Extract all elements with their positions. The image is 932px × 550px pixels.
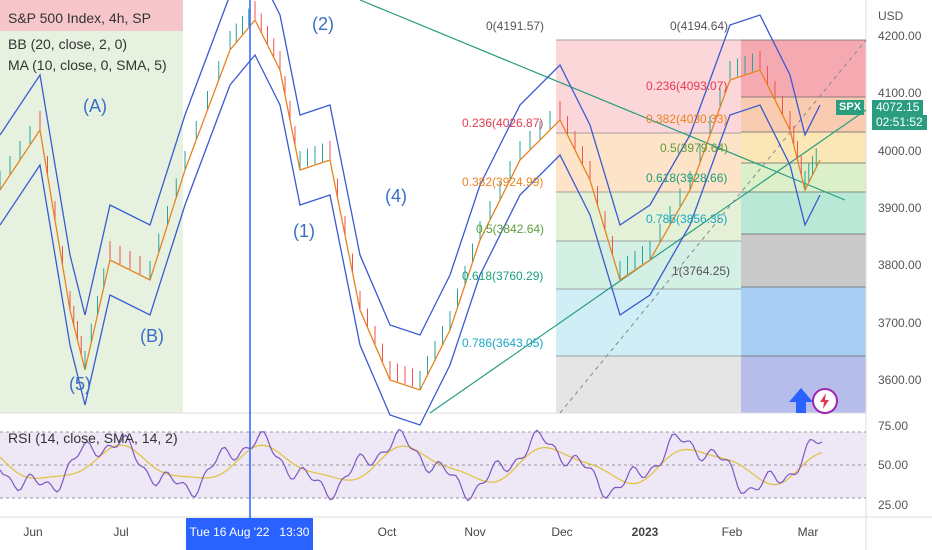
wave-label-b: (B) — [140, 326, 164, 346]
fib-right-level: 0(4194.64) — [670, 19, 729, 33]
rsi-indicator-label[interactable]: RSI (14, close, SMA, 14, 2) — [8, 430, 178, 446]
fib-left-level: 0.786(3643.05) — [462, 336, 544, 350]
fib-band — [741, 234, 866, 287]
fib-band — [556, 241, 741, 289]
rsi-tick: 75.00 — [878, 419, 909, 433]
zone-red — [0, 0, 183, 31]
wave-label-a: (A) — [83, 96, 107, 116]
fib-right-level: 0.5(3979.64) — [660, 141, 729, 155]
fib-band — [741, 40, 866, 97]
bb-lower — [0, 53, 821, 426]
time-label: Jun — [23, 525, 43, 539]
ma-line — [0, 18, 821, 391]
fib-left-level: 0.618(3760.29) — [462, 269, 544, 283]
fib-right-level: 0.786(3856.35) — [646, 212, 728, 226]
price-tick: 4200.00 — [878, 29, 922, 43]
fib-right-level: 0.236(4093.07) — [646, 79, 728, 93]
price-tick: 3600.00 — [878, 373, 922, 387]
fib-right-level: 1(3764.25) — [672, 264, 731, 278]
fib-right-level: 0.382(4030.33) — [646, 112, 728, 126]
time-label: Dec — [551, 525, 573, 539]
symbol-badge: SPX — [836, 100, 865, 115]
fib-band — [741, 192, 866, 234]
fib-band — [556, 133, 741, 192]
price-axis-unit: USD — [878, 9, 904, 23]
price-tick: 3700.00 — [878, 316, 922, 330]
symbol-title[interactable]: S&P 500 Index, 4h, SP — [8, 10, 151, 26]
trendline — [559, 39, 867, 414]
fib-right-level: 0.618(3928.66) — [646, 171, 728, 185]
arrow-up-icon[interactable] — [788, 386, 814, 414]
fib-left-level: 0.382(3924.99) — [462, 175, 544, 189]
fib-band — [556, 192, 741, 241]
trendline — [359, 0, 846, 201]
price-tick: 4000.00 — [878, 144, 922, 158]
wave-label-5: (5) — [69, 374, 91, 394]
rsi-line — [0, 428, 823, 502]
wave-label-1: (1) — [293, 221, 315, 241]
time-label: Nov — [464, 525, 486, 539]
price-tick: 3900.00 — [878, 201, 922, 215]
fib-band — [556, 356, 741, 413]
bb-indicator-label[interactable]: BB (20, close, 2, 0) — [8, 36, 128, 52]
wave-label-4: (4) — [385, 186, 407, 206]
last-price-badge: 4072.15 — [872, 100, 924, 115]
rsi-tick: 50.00 — [878, 458, 909, 472]
fib-band — [741, 163, 866, 192]
lightning-icon[interactable] — [812, 388, 838, 414]
time-label: Oct — [377, 525, 397, 539]
time-label: Mar — [797, 525, 819, 539]
ma-indicator-label[interactable]: MA (10, close, 0, SMA, 5) — [8, 57, 167, 73]
fib-left-level: 0.236(4026.87) — [462, 116, 544, 130]
fib-band — [741, 132, 866, 163]
price-tick: 4100.00 — [878, 86, 922, 100]
fib-left-level: 0.5(3842.64) — [476, 222, 545, 236]
rsi-tick: 25.00 — [878, 498, 909, 512]
countdown-badge: 02:51:52 — [872, 115, 927, 130]
time-label: Feb — [721, 525, 743, 539]
time-label: Jul — [113, 525, 129, 539]
fib-left-level: 0(4191.57) — [486, 19, 545, 33]
time-label: 2023 — [631, 525, 659, 539]
crosshair-time-label: Tue 16 Aug '22 13:30 — [186, 518, 313, 550]
wave-label-2: (2) — [312, 14, 334, 34]
fib-band — [556, 289, 741, 356]
zone-green — [0, 31, 183, 413]
fib-band — [741, 287, 866, 356]
bb-upper — [0, 0, 821, 336]
price-tick: 3800.00 — [878, 258, 922, 272]
